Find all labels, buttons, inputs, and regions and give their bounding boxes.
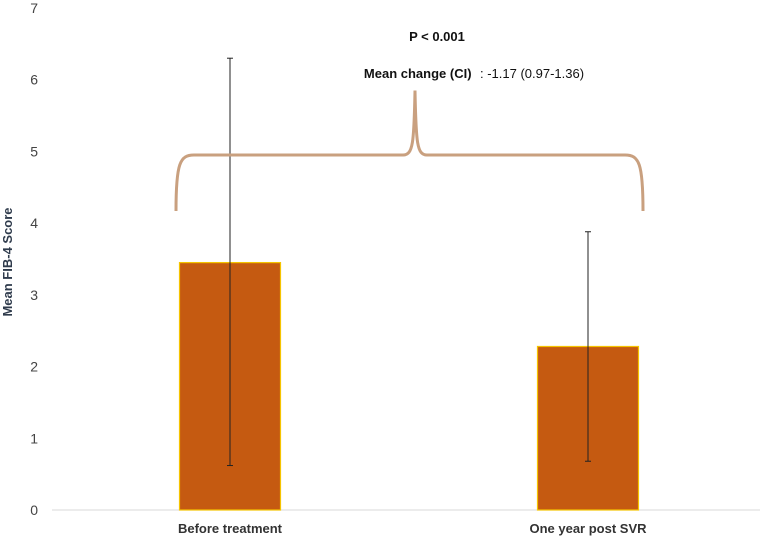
y-tick-label: 1 bbox=[30, 430, 38, 446]
y-tick-label: 0 bbox=[30, 502, 38, 518]
y-tick-label: 5 bbox=[30, 143, 38, 159]
error-bars bbox=[227, 57, 591, 467]
x-category-label: One year post SVR bbox=[529, 521, 647, 536]
y-axis-ticks: 0 1 2 3 4 5 6 7 bbox=[30, 0, 38, 518]
y-axis-label: Mean FIB-4 Score bbox=[0, 207, 15, 316]
y-tick-label: 4 bbox=[30, 215, 38, 231]
bars bbox=[178, 261, 640, 511]
y-tick-label: 2 bbox=[30, 359, 38, 375]
significance-bracket bbox=[174, 90, 645, 211]
mean-change-value: : -1.17 (0.97-1.36) bbox=[480, 66, 584, 81]
mean-change-annotation: Mean change (CI) : -1.17 (0.97-1.36) bbox=[364, 65, 584, 82]
y-tick-label: 6 bbox=[30, 72, 38, 88]
x-category-label: Before treatment bbox=[178, 521, 283, 536]
y-tick-label: 3 bbox=[30, 287, 38, 303]
y-tick-label: 7 bbox=[30, 0, 38, 16]
category-labels: Before treatment One year post SVR bbox=[178, 521, 647, 536]
mean-change-label: Mean change (CI) bbox=[364, 66, 472, 81]
p-value-annotation: P < 0.001 bbox=[409, 29, 465, 44]
